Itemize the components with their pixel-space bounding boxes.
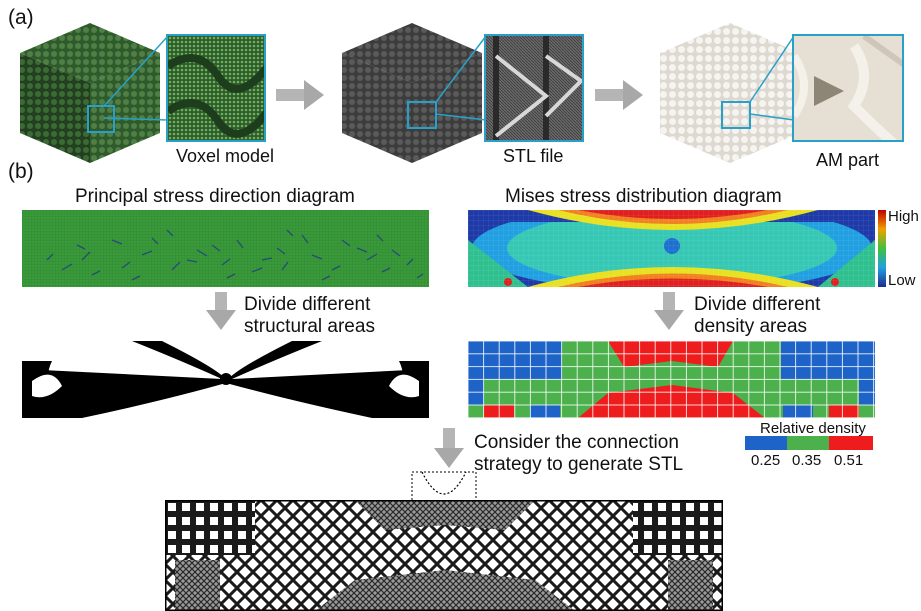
density-value-low: 0.25: [751, 452, 781, 469]
step-bottom-text: Consider the connection strategy to gene…: [474, 432, 683, 476]
voxel-zoom-inset: [166, 34, 266, 142]
arrow-down-center: [434, 428, 464, 468]
voxel-model-caption: Voxel model: [176, 146, 275, 166]
stress-colorbar: [878, 210, 886, 287]
step-bottom-line-1: Consider the connection: [474, 432, 679, 453]
arrow-down-left: [206, 292, 236, 330]
final-stl-lattice: [165, 500, 723, 611]
density-areas-map: [468, 341, 875, 418]
stl-zoom-inset: [484, 34, 584, 142]
colorbar-high-label: High: [888, 208, 919, 225]
mises-stress-title: Mises stress distribution diagram: [505, 186, 782, 207]
density-value-mid: 0.35: [792, 452, 822, 469]
arrow-down-right: [654, 292, 684, 330]
density-swatch-high: [829, 436, 873, 450]
step-right-line-2: density areas: [694, 316, 808, 337]
step-right-text: Divide different density areas: [694, 294, 820, 338]
voxel-cube: [20, 23, 160, 163]
density-value-high: 0.51: [834, 452, 864, 469]
arrow-right-1: [276, 80, 324, 110]
zoom-lines-am: [749, 35, 795, 121]
density-swatch-mid: [787, 436, 829, 450]
structural-areas-map: [22, 341, 429, 418]
density-swatch-low: [745, 436, 787, 450]
step-left-line-2: structural areas: [244, 316, 375, 337]
zoom-lines-stl: [435, 35, 487, 121]
arrow-right-2: [595, 80, 643, 110]
stl-cube: [342, 23, 482, 163]
principal-stress-title: Principal stress direction diagram: [75, 186, 355, 207]
colorbar-low-label: Low: [888, 272, 916, 289]
panel-a-label: (a): [8, 6, 34, 29]
am-part-cube: [660, 23, 800, 163]
zoom-lines-voxel: [103, 35, 169, 121]
load-indicator: [411, 471, 477, 504]
step-left-text: Divide different structural areas: [244, 294, 375, 338]
stl-file-caption: STL file: [503, 146, 564, 166]
density-legend-title: Relative density: [760, 420, 866, 437]
step-bottom-line-2: strategy to generate STL: [474, 454, 684, 475]
panel-b-label: (b): [8, 160, 34, 183]
principal-stress-diagram: [22, 210, 429, 287]
am-part-caption: AM part: [816, 150, 880, 170]
mises-stress-diagram: [468, 210, 875, 287]
step-right-line-1: Divide different: [694, 294, 821, 315]
step-left-line-1: Divide different: [244, 294, 371, 315]
am-zoom-inset: [792, 34, 904, 142]
